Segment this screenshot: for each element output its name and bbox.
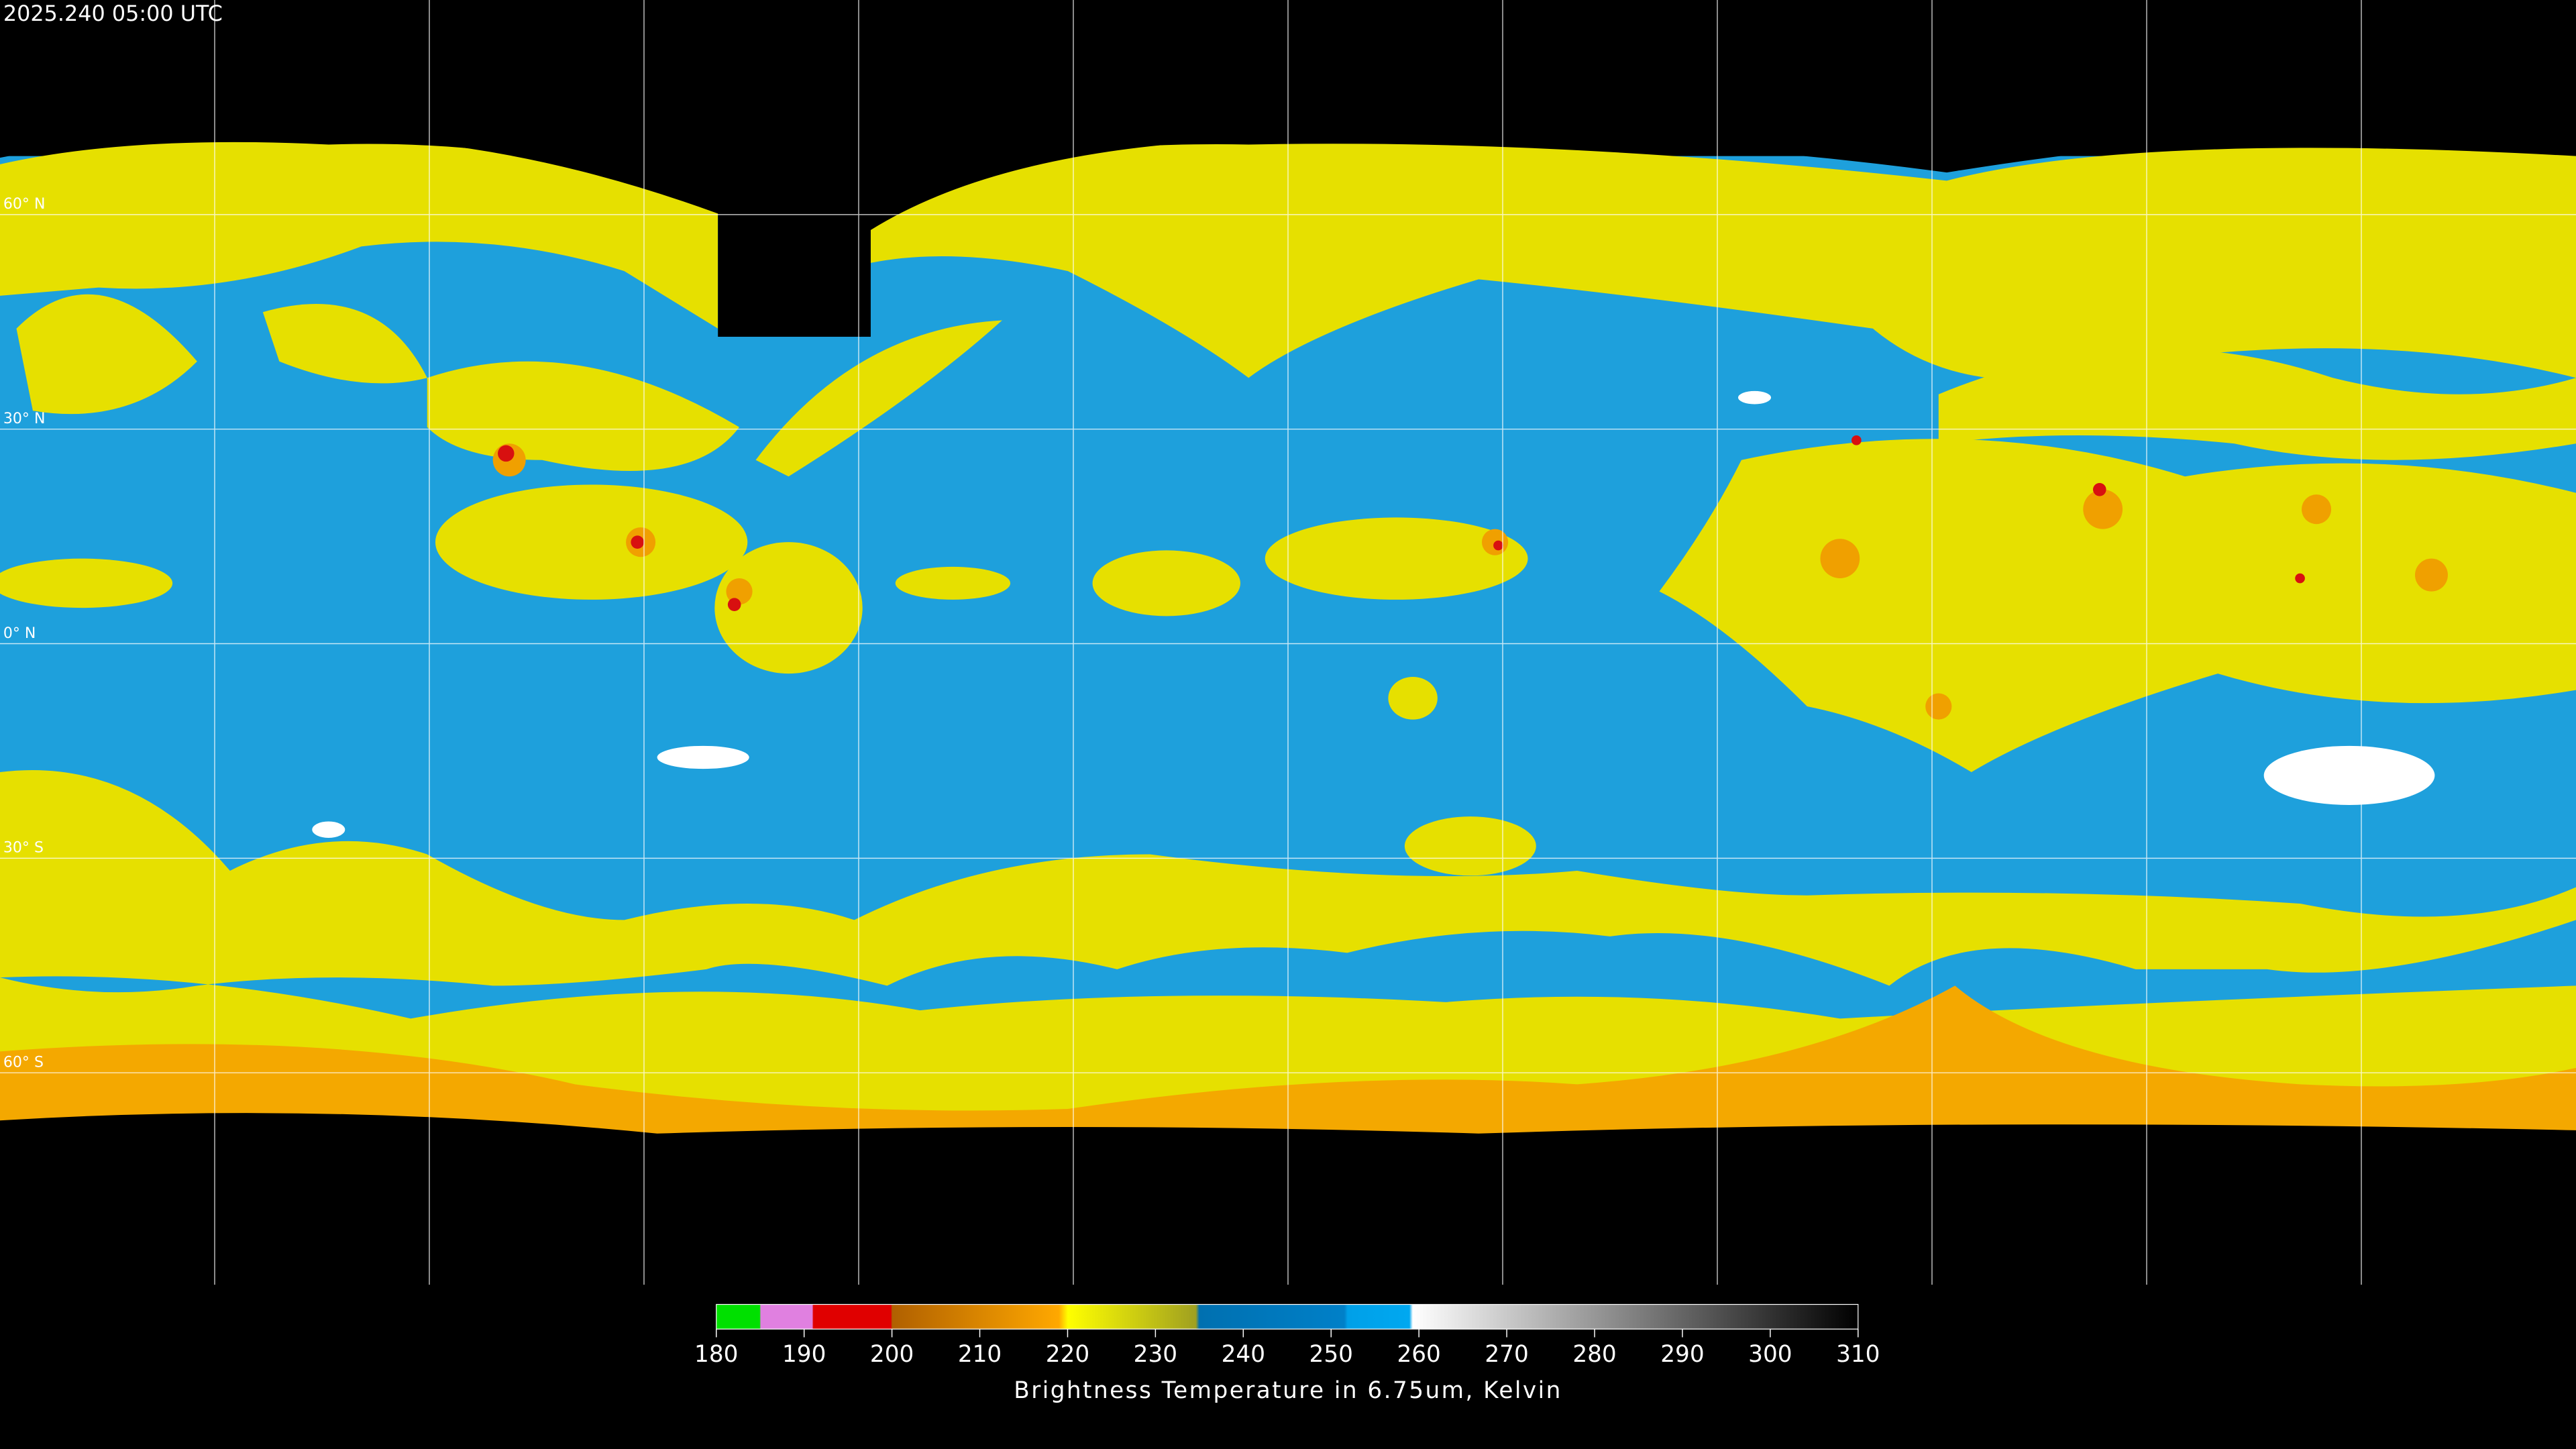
latitude-label: 30° S xyxy=(3,840,44,857)
cloud-band xyxy=(1938,348,2576,460)
colorbar-tick-label: 180 xyxy=(694,1341,738,1368)
colorbar-title: Brightness Temperature in 6.75um, Kelvin xyxy=(1014,1377,1562,1404)
tropical-convection xyxy=(714,542,863,674)
cloud-band xyxy=(427,361,740,472)
colorbar-tick-label: 190 xyxy=(782,1341,826,1368)
latitude-label: 0° N xyxy=(3,625,36,642)
cloud-band xyxy=(262,304,427,384)
colorbar-tick-label: 220 xyxy=(1046,1341,1089,1368)
cloud-band xyxy=(0,142,718,329)
latitude-label: 30° N xyxy=(3,411,46,427)
colorbar-tick-label: 280 xyxy=(1572,1341,1616,1368)
latitude-label: 60° N xyxy=(3,196,46,213)
colorbar-tick-label: 200 xyxy=(870,1341,914,1368)
cloud-band xyxy=(16,294,197,415)
colorbar-tick-label: 290 xyxy=(1660,1341,1704,1368)
colorbar-tick-label: 300 xyxy=(1748,1341,1792,1368)
colorbar-tick-label: 210 xyxy=(958,1341,1002,1368)
cloud-band xyxy=(755,320,1002,477)
colorbar-tick-label: 270 xyxy=(1485,1341,1528,1368)
cloud-band xyxy=(870,144,2576,380)
warm-surface xyxy=(312,390,2435,838)
colorbar-tick-label: 310 xyxy=(1836,1341,1880,1368)
colorbar-tick-label: 260 xyxy=(1397,1341,1440,1368)
colorbar xyxy=(716,1303,1859,1330)
colorbar-tick-label: 250 xyxy=(1309,1341,1353,1368)
latitude-label: 60° S xyxy=(3,1054,44,1071)
tropical-convection xyxy=(1265,517,1528,600)
tropical-convection xyxy=(0,558,173,608)
tropical-convection xyxy=(435,484,748,600)
colorbar-tick-label: 240 xyxy=(1222,1341,1265,1368)
tropical-convection xyxy=(1092,550,1240,616)
tropical-convection xyxy=(895,566,1011,600)
graticule xyxy=(0,0,2576,1285)
latitude-labels: 60° N 30° N 0° N 30° S 60° S xyxy=(3,196,46,1071)
timestamp: 2025.240 05:00 UTC xyxy=(3,1,223,26)
deep-convection xyxy=(498,435,2305,612)
tropical-convection xyxy=(1388,676,1438,720)
colorbar-tick-label: 230 xyxy=(1134,1341,1177,1368)
tropical-convection xyxy=(1404,816,1536,876)
colorbar-ticks: 180 190 200 210 220 230 240 250 260 270 280 290 300 3… xyxy=(694,1329,1880,1368)
tropical-convection xyxy=(1659,439,2576,773)
cold-tops xyxy=(492,443,2448,720)
